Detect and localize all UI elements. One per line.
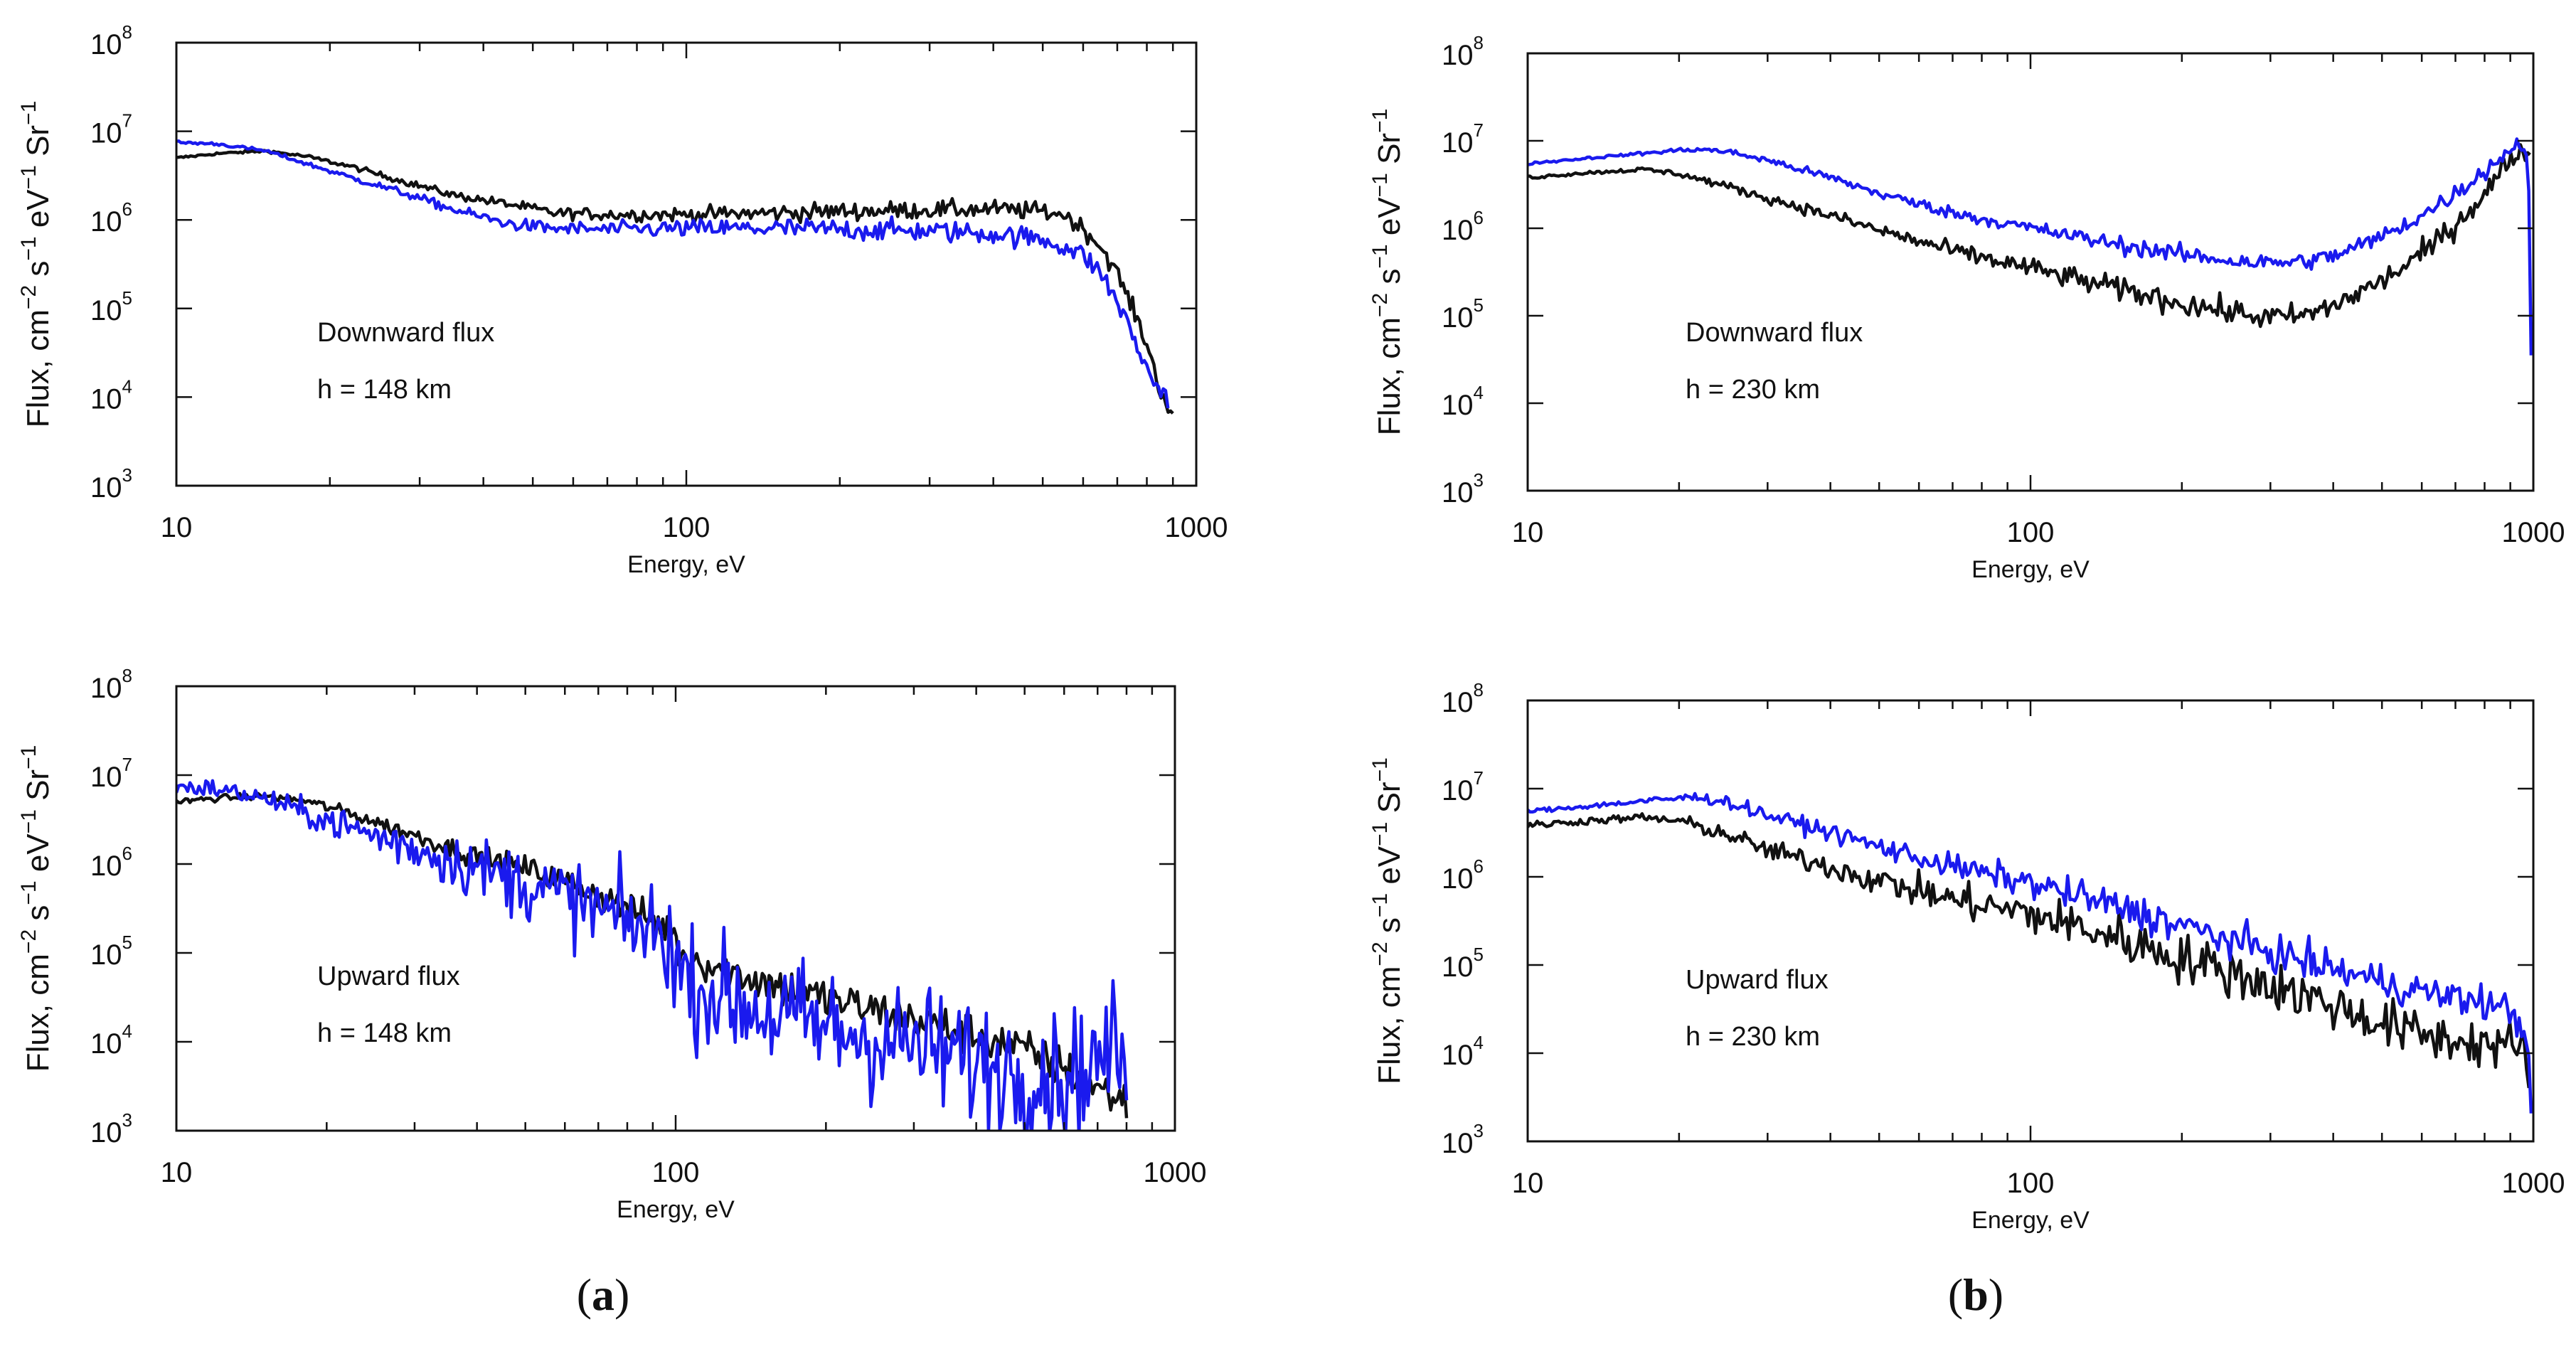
y-tick-label: 104 [90,375,132,415]
y-tick-label: 103 [90,464,132,503]
flux-chart-2: 10 100 1000 103 104 105 106 107 108 Energy, eV Flu… [17,665,1206,1223]
y-tick-label: 108 [1442,32,1484,71]
x-tick-label: 10 [161,1157,193,1188]
series-black-line [1528,143,2531,329]
altitude-label: h = 230 km [1686,1022,1820,1052]
y-tick-label: 104 [90,1020,132,1060]
y-tick-label: 108 [1442,679,1484,718]
y-tick-label: 105 [90,932,132,971]
panel-label-b: (b) [1948,1269,2003,1320]
x-tick-label: 1000 [2502,1168,2565,1199]
x-axis-title: Energy, eV [617,1196,735,1223]
x-tick-label: 100 [663,512,710,543]
x-tick-label: 1000 [1144,1157,1207,1188]
y-tick-label: 106 [90,198,132,238]
series-blue-line [1528,137,2533,356]
flux-direction-label: Downward flux [317,318,494,348]
x-tick-label: 100 [2007,517,2055,548]
altitude-label: h = 230 km [1686,375,1820,405]
x-tick-label: 100 [652,1157,700,1188]
x-tick-label: 10 [1512,517,1544,548]
y-tick-label: 103 [90,1109,132,1148]
y-tick-label: 105 [1442,944,1484,983]
series-blue-line [1528,791,2533,1114]
y-tick-label: 104 [1442,382,1484,421]
series-blue-line [176,139,1170,409]
y-tick-label: 108 [90,21,132,60]
y-tick-label: 103 [1442,1120,1484,1159]
x-axis-title: Energy, eV [1971,1207,2090,1234]
series-blue-line [176,779,1129,1131]
y-axis-title: Flux, cm−2 s−1 eV−1 Sr−1 [1368,757,1407,1084]
y-tick-label: 103 [1442,469,1484,508]
y-axis-title: Flux, cm−2 s−1 eV−1 Sr−1 [17,101,55,428]
y-tick-label: 105 [1442,294,1484,334]
flux-direction-label: Upward flux [1686,965,1829,995]
flux-chart-1: 10 100 1000 103 104 105 106 107 108 Energy, eV Flu… [17,21,1228,578]
y-tick-label: 107 [90,110,132,149]
y-tick-label: 107 [1442,119,1484,159]
x-axis-title: Energy, eV [627,551,745,578]
y-tick-label: 106 [90,843,132,882]
y-tick-label: 106 [1442,855,1484,895]
plot-frame [1526,52,2535,492]
x-axis-title: Energy, eV [1971,556,2090,583]
plot-frame [175,41,1198,487]
altitude-label: h = 148 km [317,375,452,405]
flux-direction-label: Downward flux [1686,318,1863,348]
flux-chart-3: 10 100 1000 103 104 105 106 107 108 Energy, eV Flu… [1368,32,2565,583]
x-tick-label: 10 [161,512,193,543]
series-black-line [176,149,1174,415]
x-tick-label: 1000 [2502,517,2565,548]
altitude-label: h = 148 km [317,1018,452,1048]
panel-label-a: (a) [577,1269,630,1320]
y-tick-label: 106 [1442,207,1484,246]
y-axis-title: Flux, cm−2 s−1 eV−1 Sr−1 [17,745,55,1072]
x-tick-label: 10 [1512,1168,1544,1199]
y-tick-label: 108 [90,665,132,704]
flux-chart-4: 10 100 1000 103 104 105 106 107 108 Energy, eV Flu… [1368,679,2565,1234]
series-black-line [1528,812,2531,1089]
y-tick-label: 107 [90,754,132,793]
plot-frame [175,685,1176,1132]
x-tick-label: 1000 [1165,512,1228,543]
x-tick-label: 100 [2007,1168,2055,1199]
flux-direction-label: Upward flux [317,961,460,991]
y-tick-label: 104 [1442,1032,1484,1071]
y-axis-title: Flux, cm−2 s−1 eV−1 Sr−1 [1368,109,1407,436]
y-tick-label: 105 [90,287,132,326]
y-tick-label: 107 [1442,767,1484,806]
